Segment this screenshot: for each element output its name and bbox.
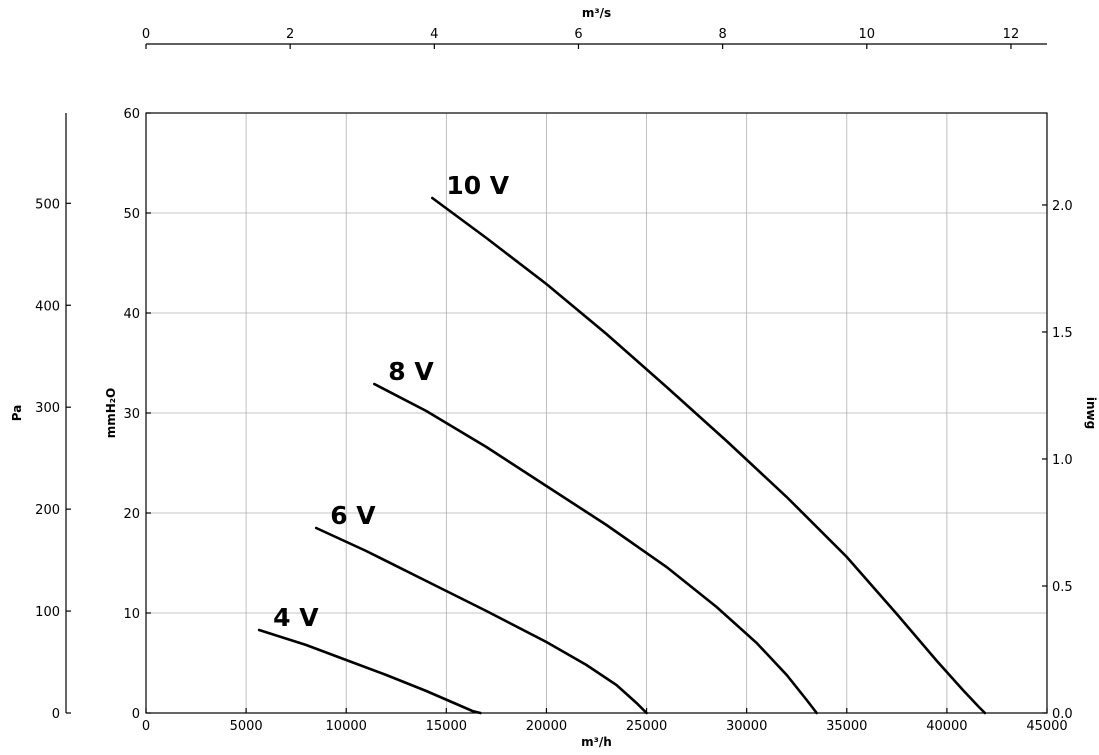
curve-4v [257,628,482,715]
curves: 4 V 6 V 8 V 10 V [257,171,987,715]
y-mmh2o-tick-label: 50 [123,207,140,222]
y-pa-tick-label: 300 [35,401,60,416]
x-bottom-tick-label: 45000 [1026,719,1067,734]
axes: 0 5000 10000 15000 20000 25000 30000 35000 40000… [35,27,1073,734]
y-pa-tick-label: 100 [35,605,60,620]
y-mmh2o-tick-label: 40 [123,307,140,322]
y-inwg-tick-label: 1.5 [1052,326,1073,341]
x-top-tick-label: 0 [142,27,150,42]
plot-frame [145,112,1048,714]
y-inwg-tick-label: 0.0 [1052,707,1073,722]
x-bottom-tick-label: 0 [142,719,150,734]
y-mmh2o-tick-label: 30 [123,407,140,422]
x-top-tick-label: 10 [859,27,876,42]
curve-label: 10 V [446,171,509,200]
y-pa-tick-label: 400 [35,299,60,314]
x-axis-top-title: m³/s [582,6,611,20]
y-axis-inwg-title: inwg [1084,397,1098,429]
x-bottom-tick-label: 35000 [826,719,867,734]
x-top-tick-label: 6 [574,27,582,42]
y-inwg-tick-label: 1.0 [1052,453,1073,468]
curve-10v [431,196,987,715]
curve-label: 6 V [330,501,376,530]
x-bottom-tick-label: 10000 [326,719,367,734]
y-mmh2o-tick-label: 0 [132,707,140,722]
y-mmh2o-tick-label: 20 [123,507,140,522]
y-axis-mmh2o-title: mmH₂O [104,388,118,439]
x-bottom-tick-label: 30000 [726,719,767,734]
y-mmh2o-tick-label: 60 [123,107,140,122]
y-mmh2o-tick-label: 10 [123,607,140,622]
x-bottom-tick-label: 25000 [626,719,667,734]
x-bottom-tick-label: 20000 [526,719,567,734]
y-pa-tick-label: 200 [35,503,60,518]
x-bottom-tick-label: 40000 [926,719,967,734]
x-top-tick-label: 4 [430,27,438,42]
y-pa-tick-label: 500 [35,197,60,212]
curve-6v [314,526,648,715]
y-inwg-tick-label: 2.0 [1052,199,1073,214]
x-bottom-tick-label: 15000 [426,719,467,734]
y-inwg-tick-label: 0.5 [1052,580,1073,595]
curve-label: 4 V [273,603,319,632]
y-axis-pa-title: Pa [10,405,24,422]
curve-8v [373,382,818,715]
x-axis-bottom-title: m³/h [581,735,612,749]
x-top-tick-label: 8 [718,27,726,42]
y-pa-tick-label: 0 [52,707,60,722]
x-top-tick-label: 2 [286,27,294,42]
curve-label: 8 V [388,357,434,386]
x-top-tick-label: 12 [1003,27,1020,42]
x-bottom-tick-label: 5000 [230,719,263,734]
